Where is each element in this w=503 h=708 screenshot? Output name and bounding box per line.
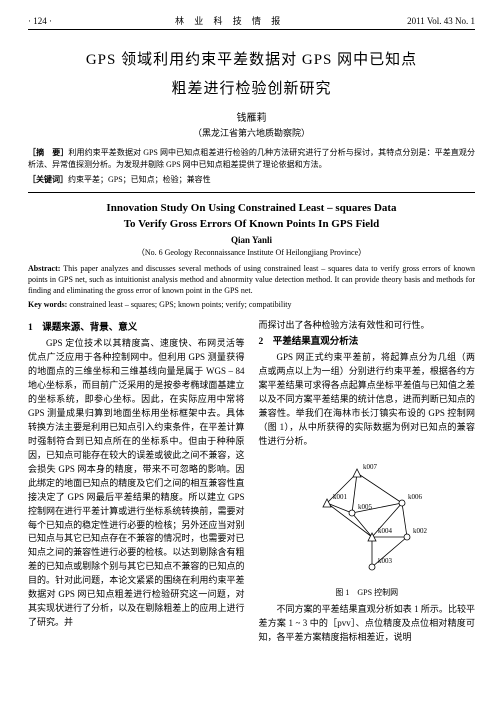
journal-name: 林 业 科 技 情 报 xyxy=(175,14,284,27)
author-english: Qian Yanli xyxy=(28,235,475,245)
page-number: · 124 · xyxy=(28,16,52,26)
svg-text:k006: k006 xyxy=(408,493,423,501)
abstract-english: Abstract: This paper analyzes and discus… xyxy=(28,263,475,297)
keywords-english-label: Key words: xyxy=(28,300,67,309)
left-column: 1 课题来源、背景、意义 GPS 定位技术以其精度高、速度快、布网灵活等优点广泛… xyxy=(28,319,245,645)
author-chinese: 钱雁莉 xyxy=(28,109,475,124)
keywords-english-text: constrained least – squares; GPS; known … xyxy=(69,300,291,309)
title-english-line1: Innovation Study On Using Constrained Le… xyxy=(28,201,475,217)
section-1-heading: 1 课题来源、背景、意义 xyxy=(28,321,245,336)
figure-1: k007 k001 k005 k006 k004 k002 k003 图 1 GPS 控制网 xyxy=(259,455,476,599)
keywords-english: Key words: constrained least – squares; … xyxy=(28,299,475,310)
abstract-chinese: ［摘 要］利用约束平差数据对 GPS 网中已知点粗差进行检验的几种方法研究进行了… xyxy=(28,147,475,171)
section-2-intro: 而探讨出了各种检验方法有效性和可行性。 xyxy=(259,319,476,333)
page: · 124 · 林 业 科 技 情 报 2011 Vol. 43 No. 1 G… xyxy=(0,0,503,708)
abstract-chinese-text: 利用约束平差数据对 GPS 网中已知点粗差进行检验的几种方法研究进行了分析与探讨… xyxy=(28,148,475,169)
section-2-heading: 2 平差结果直观分析法 xyxy=(259,335,476,350)
title-chinese-line2: 粗差进行检验创新研究 xyxy=(28,75,475,104)
right-column: 而探讨出了各种检验方法有效性和可行性。 2 平差结果直观分析法 GPS 网正式约… xyxy=(259,319,476,645)
abstract-chinese-label: ［摘 要］ xyxy=(28,148,68,157)
keywords-chinese-text: 约束平差；GPS；已知点；检验；兼容性 xyxy=(68,175,211,184)
gps-network-diagram: k007 k001 k005 k006 k004 k002 k003 xyxy=(297,455,437,585)
section-2-body: GPS 网正式约束平差前，将起算点分为几组（两点或两点以上为一组）分别进行约束平… xyxy=(259,351,476,449)
body-columns: 1 课题来源、背景、意义 GPS 定位技术以其精度高、速度快、布网灵活等优点广泛… xyxy=(28,319,475,645)
tail-paragraph: 不同方案的平差结果直观分析如表 1 所示。比较平差方案 1 ~ 3 中的［pvv… xyxy=(259,603,476,645)
svg-text:k005: k005 xyxy=(358,503,373,511)
running-header: · 124 · 林 业 科 技 情 报 2011 Vol. 43 No. 1 xyxy=(28,14,475,30)
title-chinese-line1: GPS 领域利用约束平差数据对 GPS 网中已知点 xyxy=(28,46,475,75)
keywords-chinese: ［关键词］约束平差；GPS；已知点；检验；兼容性 xyxy=(28,174,475,186)
title-english: Innovation Study On Using Constrained Le… xyxy=(28,201,475,233)
divider-line xyxy=(28,192,475,193)
abstract-english-text: This paper analyzes and discusses severa… xyxy=(28,264,475,295)
svg-text:k007: k007 xyxy=(363,463,378,471)
svg-text:k003: k003 xyxy=(378,557,393,565)
keywords-chinese-label: ［关键词］ xyxy=(28,175,68,184)
affiliation-english: （No. 6 Geology Reconnaissance Institute … xyxy=(28,247,475,258)
issue-info: 2011 Vol. 43 No. 1 xyxy=(407,16,475,26)
title-chinese: GPS 领域利用约束平差数据对 GPS 网中已知点 粗差进行检验创新研究 xyxy=(28,46,475,103)
svg-text:k002: k002 xyxy=(413,527,428,535)
svg-text:k001: k001 xyxy=(333,493,348,501)
section-1-body: GPS 定位技术以其精度高、速度快、布网灵活等优点广泛应用于各种控制网中。但利用… xyxy=(28,337,245,630)
svg-text:k004: k004 xyxy=(378,527,393,535)
affiliation-chinese: （黑龙江省第六地质勘察院） xyxy=(28,126,475,139)
title-english-line2: To Verify Gross Errors Of Known Points I… xyxy=(28,217,475,233)
abstract-english-label: Abstract: xyxy=(28,264,60,273)
figure-1-caption: 图 1 GPS 控制网 xyxy=(259,587,476,599)
